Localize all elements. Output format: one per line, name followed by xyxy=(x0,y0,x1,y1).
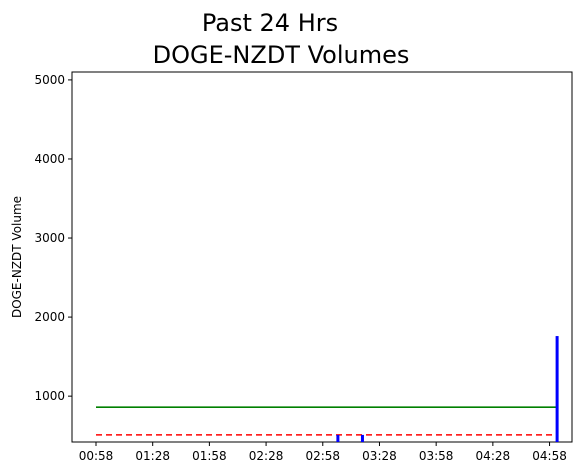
x-tick-label: 00:58 xyxy=(79,449,114,463)
volume-bar-1 xyxy=(336,434,340,442)
y-tick-label: 1000 xyxy=(34,389,65,403)
x-tick-label: 03:28 xyxy=(362,449,397,463)
x-tick-label: 03:58 xyxy=(419,449,454,463)
y-tick-label: 2000 xyxy=(34,310,65,324)
chart-title-line1: Past 24 Hrs xyxy=(202,9,338,37)
y-tick-label: 3000 xyxy=(34,231,65,245)
y-tick-label: 4000 xyxy=(34,152,65,166)
x-tick-label: 02:28 xyxy=(249,449,284,463)
x-tick-label: 04:28 xyxy=(476,449,511,463)
plot-area-frame xyxy=(71,71,573,443)
y-axis-ticks: 1000 2000 3000 4000 5000 xyxy=(34,73,72,403)
x-axis-ticks: 00:58 01:28 01:58 02:28 02:58 03:28 03:58 04:28… xyxy=(79,442,567,463)
y-tick-label: 5000 xyxy=(34,73,65,87)
x-tick-label: 01:28 xyxy=(135,449,170,463)
y-axis-label: DOGE-NZDT Volume xyxy=(10,196,24,318)
chart-title-line2: DOGE-NZDT Volumes xyxy=(153,41,410,69)
x-tick-label: 04:58 xyxy=(532,449,567,463)
volume-bar-2 xyxy=(360,434,364,442)
x-tick-label: 02:58 xyxy=(305,449,340,463)
x-tick-label: 01:58 xyxy=(192,449,227,463)
volume-bar-3 xyxy=(555,336,559,442)
chart-marks xyxy=(96,336,559,442)
